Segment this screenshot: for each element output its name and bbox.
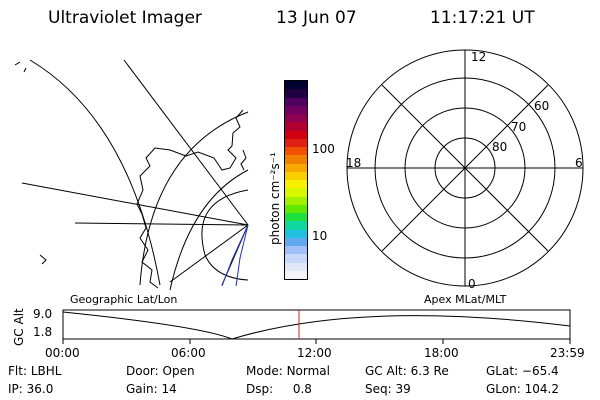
x-tick-label-1800: 18:00	[424, 346, 459, 360]
dsp-value: 0.8	[292, 382, 312, 396]
colorbar-swatch	[285, 246, 307, 255]
colorbar-swatch	[285, 221, 307, 230]
colorbar-swatch	[285, 163, 307, 172]
map-meridian	[21, 182, 249, 226]
satellite-ground-track	[235, 224, 249, 287]
gcalt-value: 6.3 Re	[410, 364, 449, 378]
seq-label: Seq:	[365, 382, 392, 396]
door-label: Door:	[126, 364, 159, 378]
colorbar-swatch	[285, 270, 307, 279]
ip-value: 36.0	[26, 382, 54, 396]
map-meridian	[74, 222, 249, 226]
time-label: 11:17:21 UT	[430, 8, 535, 28]
lat-label-60: 60	[534, 99, 549, 113]
door-value: Open	[162, 364, 195, 378]
polar-axis-diagonal	[381, 84, 549, 252]
colorbar-swatch	[285, 180, 307, 189]
glon-value: 104.2	[524, 382, 559, 396]
colorbar-swatch	[285, 105, 307, 114]
status-gcalt: GC Alt: 6.3 Re	[365, 364, 449, 378]
colorbar-swatch	[285, 254, 307, 263]
x-tick-label-0600: 06:00	[171, 346, 206, 360]
x-tick-label-2359: 23:59	[550, 346, 585, 360]
colorbar-swatch	[285, 122, 307, 131]
instrument-title: Ultraviolet Imager	[48, 8, 202, 28]
colorbar-swatch	[285, 229, 307, 238]
colorbar-swatch	[285, 171, 307, 180]
ip-label: IP:	[8, 382, 23, 396]
colorbar-tick-10: 10	[312, 229, 328, 243]
mlt-label-18: 18	[346, 156, 361, 170]
colorbar-tick-100: 100	[312, 142, 335, 156]
map-meridian	[169, 224, 249, 283]
dsp-label: Dsp:	[246, 382, 274, 396]
seq-value: 39	[395, 382, 411, 396]
map-grid-arc	[201, 189, 249, 281]
status-flt: Flt: LBHL	[8, 364, 61, 378]
coastline	[240, 149, 247, 171]
date-label: 13 Jun 07	[276, 8, 357, 28]
mlt-label-6: 6	[575, 156, 583, 170]
mlt-label-12: 12	[471, 50, 486, 64]
mlt-label-0: 0	[468, 277, 476, 291]
status-dsp: Dsp: 0.8	[246, 382, 312, 396]
gain-value: 14	[161, 382, 177, 396]
status-door: Door: Open	[126, 364, 195, 378]
x-tick-label-1200: 12:00	[297, 346, 332, 360]
colorbar-swatch	[285, 81, 307, 90]
gcalt-label: GC Alt:	[365, 364, 407, 378]
flt-value: LBHL	[30, 364, 62, 378]
colorbar-swatch	[285, 213, 307, 222]
colorbar-swatch	[285, 188, 307, 197]
status-glat: GLat: −65.4	[486, 364, 559, 378]
timeline-ymin: 1.8	[33, 325, 53, 339]
colorbar-swatch	[285, 89, 307, 98]
colorbar-swatch	[285, 237, 307, 246]
x-tick-label-0000: 00:00	[45, 346, 80, 360]
map-grid-arc	[29, 59, 161, 286]
map-edge-marks	[14, 61, 27, 73]
mode-label: Mode:	[246, 364, 283, 378]
coastline	[39, 254, 47, 265]
satellite-ground-track	[221, 224, 249, 287]
status-gain: Gain: 14	[126, 382, 177, 396]
map-grid-arc	[139, 111, 249, 286]
timeline-frame	[62, 309, 571, 340]
status-seq: Seq: 39	[365, 382, 411, 396]
status-glon: GLon: 104.2	[486, 382, 559, 396]
lat-label-70: 70	[511, 120, 526, 134]
colorbar-swatch	[285, 155, 307, 164]
glon-label: GLon:	[486, 382, 521, 396]
colorbar-swatch	[285, 147, 307, 156]
timeline-ymax: 9.0	[33, 307, 53, 321]
glat-value: −65.4	[521, 364, 559, 378]
glat-label: GLat:	[486, 364, 519, 378]
status-mode: Mode: Normal	[246, 364, 330, 378]
timeline-left-title: Geographic Lat/Lon	[70, 293, 178, 306]
colorbar-swatch	[285, 262, 307, 271]
mode-value: Normal	[286, 364, 330, 378]
lat-label-80: 80	[492, 140, 507, 154]
colorbar-swatch	[285, 97, 307, 106]
colorbar-swatch	[285, 138, 307, 147]
colorbar-swatch	[285, 130, 307, 139]
colorbar-swatch	[285, 196, 307, 205]
map-grid-arc	[169, 169, 249, 291]
colorbar	[284, 80, 308, 280]
timeline-right-title: Apex MLat/MLT	[424, 293, 507, 306]
gain-label: Gain:	[126, 382, 158, 396]
colorbar-swatch	[285, 204, 307, 213]
colorbar-swatch	[285, 114, 307, 123]
flt-label: Flt:	[8, 364, 27, 378]
altitude-curve	[62, 311, 571, 340]
coastline	[136, 109, 244, 289]
map-meridian	[123, 59, 249, 226]
status-ip: IP: 36.0	[8, 382, 53, 396]
